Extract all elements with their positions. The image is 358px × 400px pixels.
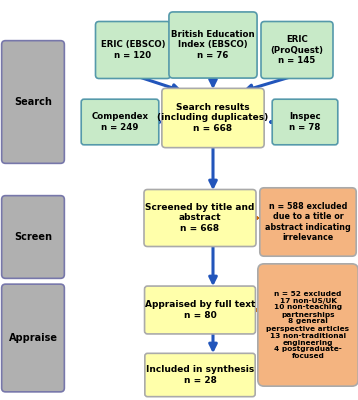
Text: Compendex
n = 249: Compendex n = 249: [91, 112, 149, 132]
Text: Search results
(including duplicates)
n = 668: Search results (including duplicates) n …: [158, 103, 268, 133]
Text: Inspec
n = 78: Inspec n = 78: [289, 112, 321, 132]
FancyBboxPatch shape: [258, 264, 358, 386]
Text: Appraised by full text
n = 80: Appraised by full text n = 80: [145, 300, 255, 320]
Text: n = 52 excluded
17 non-US/UK
10 non-teaching
partnerships
8 general
perspective : n = 52 excluded 17 non-US/UK 10 non-teac…: [266, 290, 349, 360]
Text: Appraise: Appraise: [9, 333, 58, 343]
FancyBboxPatch shape: [169, 12, 257, 78]
Text: Search: Search: [14, 97, 52, 107]
Text: British Education
Index (EBSCO)
n = 76: British Education Index (EBSCO) n = 76: [171, 30, 255, 60]
FancyBboxPatch shape: [145, 286, 256, 334]
FancyBboxPatch shape: [2, 41, 64, 163]
FancyBboxPatch shape: [145, 353, 255, 397]
FancyBboxPatch shape: [272, 99, 338, 145]
Text: Included in synthesis
n = 28: Included in synthesis n = 28: [146, 365, 254, 385]
FancyBboxPatch shape: [162, 88, 264, 148]
FancyBboxPatch shape: [81, 99, 159, 145]
Text: ERIC (EBSCO)
n = 120: ERIC (EBSCO) n = 120: [101, 40, 165, 60]
FancyBboxPatch shape: [2, 284, 64, 392]
Text: ERIC
(ProQuest)
n = 145: ERIC (ProQuest) n = 145: [271, 35, 324, 65]
Text: n = 588 excluded
due to a title or
abstract indicating
irrelevance: n = 588 excluded due to a title or abstr…: [265, 202, 351, 242]
FancyBboxPatch shape: [96, 22, 170, 78]
FancyBboxPatch shape: [2, 196, 64, 278]
FancyBboxPatch shape: [144, 190, 256, 246]
FancyBboxPatch shape: [260, 188, 356, 256]
Text: Screened by title and
abstract
n = 668: Screened by title and abstract n = 668: [145, 203, 255, 233]
FancyBboxPatch shape: [261, 22, 333, 78]
Text: Screen: Screen: [14, 232, 52, 242]
